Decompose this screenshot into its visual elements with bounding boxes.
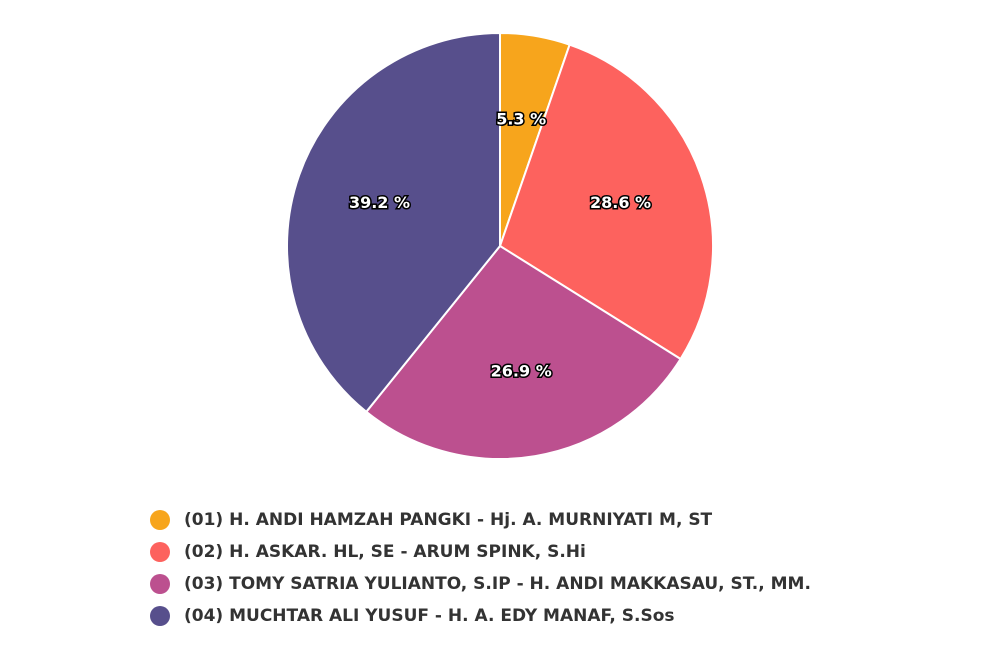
slice-value-label-01: 5.3 % xyxy=(496,109,546,128)
legend-swatch-04 xyxy=(150,606,170,626)
slice-value-label-03: 26.9 % xyxy=(491,362,552,381)
legend-item-01[interactable]: (01) H. ANDI HAMZAH PANGKI - Hj. A. MURN… xyxy=(150,506,811,534)
pie-slices xyxy=(286,31,714,460)
legend-label-01: (01) H. ANDI HAMZAH PANGKI - Hj. A. MURN… xyxy=(184,510,713,530)
pie-slice-04[interactable] xyxy=(286,31,501,414)
slice-value-label-02: 28.6 % xyxy=(590,193,651,212)
legend-item-03[interactable]: (03) TOMY SATRIA YULIANTO, S.IP - H. AND… xyxy=(150,570,811,598)
legend-label-02: (02) H. ASKAR. HL, SE - ARUM SPINK, S.Hi xyxy=(184,542,586,562)
pie-chart-plot: 5.3 % 28.6 % 26.9 % 39.2 % xyxy=(286,31,714,460)
legend-label-04: (04) MUCHTAR ALI YUSUF - H. A. EDY MANAF… xyxy=(184,606,675,626)
legend-swatch-03 xyxy=(150,574,170,594)
pie-slice-03[interactable] xyxy=(364,244,682,460)
pie-slice-02[interactable] xyxy=(498,43,714,361)
slice-value-label-04: 39.2 % xyxy=(349,193,410,212)
legend-swatch-02 xyxy=(150,542,170,562)
legend-label-03: (03) TOMY SATRIA YULIANTO, S.IP - H. AND… xyxy=(184,574,811,594)
legend-item-02[interactable]: (02) H. ASKAR. HL, SE - ARUM SPINK, S.Hi xyxy=(150,538,811,566)
legend-swatch-01 xyxy=(150,510,170,530)
legend-item-04[interactable]: (04) MUCHTAR ALI YUSUF - H. A. EDY MANAF… xyxy=(150,602,811,630)
chart-legend: (01) H. ANDI HAMZAH PANGKI - Hj. A. MURN… xyxy=(150,506,811,634)
pie-slice-labels: 5.3 % 28.6 % 26.9 % 39.2 % xyxy=(347,108,652,382)
